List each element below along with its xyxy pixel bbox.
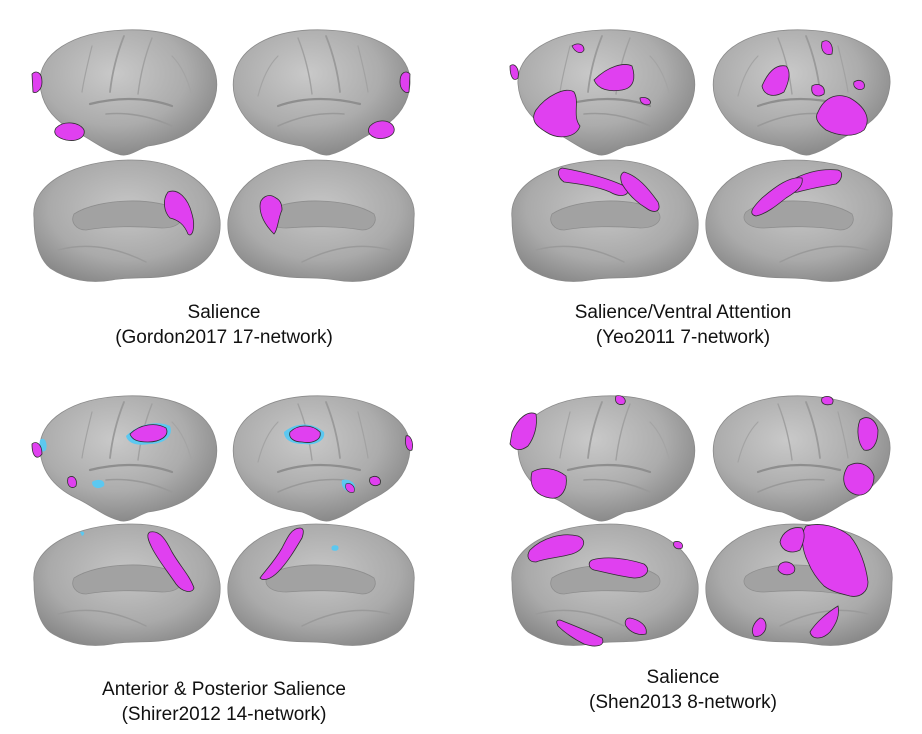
salience-region xyxy=(853,80,865,90)
salience-region xyxy=(527,534,585,563)
caption-title: Salience/Ventral Attention xyxy=(574,302,792,323)
brain-lateral-right-shen xyxy=(712,394,892,523)
salience-region xyxy=(405,435,413,451)
salience-region xyxy=(821,396,834,406)
caption-subtitle: (Shirer2012 14-network) xyxy=(121,704,327,725)
salience-region xyxy=(259,527,304,580)
salience-region xyxy=(147,531,195,592)
salience-region xyxy=(809,605,839,639)
salience-region xyxy=(843,462,875,496)
caption-shirer: Anterior & Posterior Salience (Shirer201… xyxy=(24,677,424,727)
salience-region xyxy=(530,468,567,499)
salience-region xyxy=(533,89,581,138)
caption-subtitle: (Shen2013 8-network) xyxy=(589,692,777,713)
salience-region-secondary xyxy=(92,479,105,489)
salience-region xyxy=(67,476,77,488)
brain-lateral-left-gordon xyxy=(31,28,218,157)
salience-region xyxy=(556,619,604,647)
salience-region xyxy=(615,395,626,405)
brain-medial-left-shen xyxy=(511,523,699,647)
caption-title: Anterior & Posterior Salience xyxy=(102,679,346,700)
salience-region xyxy=(289,425,321,443)
salience-region xyxy=(31,442,43,458)
salience-region xyxy=(31,71,43,93)
brain-lateral-left-shen xyxy=(509,394,696,523)
brain-medial-left-yeo xyxy=(511,159,699,283)
panel-yeo xyxy=(509,28,893,283)
salience-region-secondary xyxy=(331,545,339,551)
brain-medial-left-shirer xyxy=(33,523,221,647)
brain-medial-right-shen xyxy=(705,523,893,647)
panel-gordon xyxy=(31,28,415,283)
brain-medial-right-yeo xyxy=(705,159,893,283)
salience-region xyxy=(639,97,651,106)
salience-region xyxy=(779,527,805,553)
salience-region xyxy=(368,120,395,139)
salience-region xyxy=(509,64,519,80)
brain-lateral-left-yeo xyxy=(509,28,696,157)
brain-lateral-right-shirer xyxy=(232,394,413,523)
salience-region xyxy=(588,557,648,579)
salience-region xyxy=(811,84,825,97)
caption-title: Salience xyxy=(646,667,720,688)
salience-region xyxy=(751,177,803,217)
panel-shirer xyxy=(31,394,415,647)
salience-region xyxy=(509,412,537,450)
salience-region xyxy=(369,476,381,486)
salience-region xyxy=(761,65,790,96)
panel-shen xyxy=(509,394,893,647)
caption-title: Salience xyxy=(187,302,261,323)
salience-region xyxy=(752,617,767,637)
brain-medial-left-gordon xyxy=(33,159,221,283)
salience-region xyxy=(399,71,411,93)
caption-subtitle: (Yeo2011 7-network) xyxy=(595,327,771,348)
salience-region xyxy=(821,40,833,55)
brain-lateral-right-yeo xyxy=(712,28,892,157)
caption-shen: Salience (Shen2013 8-network) xyxy=(483,665,883,715)
salience-region xyxy=(164,190,195,236)
caption-yeo: Salience/Ventral Attention (Yeo2011 7-ne… xyxy=(483,300,883,350)
salience-region xyxy=(857,417,879,451)
brain-lateral-right-gordon xyxy=(232,28,412,157)
brain-lateral-left-shirer xyxy=(31,394,218,523)
salience-region xyxy=(345,483,355,493)
salience-region-secondary xyxy=(80,531,85,536)
caption-gordon: Salience (Gordon2017 17-network) xyxy=(24,300,424,350)
salience-region xyxy=(802,524,869,597)
salience-region xyxy=(571,43,585,54)
brain-medial-right-gordon xyxy=(227,159,415,283)
brain-medial-right-shirer xyxy=(227,523,415,647)
salience-region xyxy=(54,122,85,141)
salience-region xyxy=(129,424,168,443)
salience-region xyxy=(593,64,635,92)
salience-region xyxy=(777,561,796,576)
salience-region xyxy=(624,617,647,635)
salience-region xyxy=(259,195,283,235)
salience-region xyxy=(620,171,660,212)
salience-region xyxy=(558,167,629,196)
salience-region xyxy=(673,541,683,550)
caption-subtitle: (Gordon2017 17-network) xyxy=(115,327,333,348)
salience-region xyxy=(816,95,868,136)
